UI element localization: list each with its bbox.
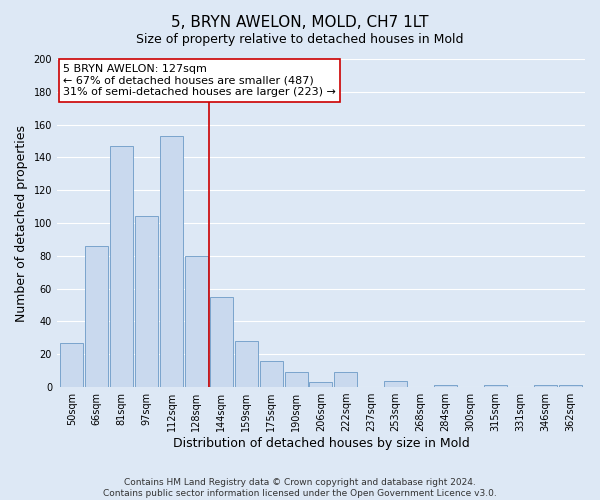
Bar [384, 380, 407, 387]
Bar [235, 341, 257, 387]
Bar [559, 386, 581, 387]
Bar [484, 386, 507, 387]
Text: Contains HM Land Registry data © Crown copyright and database right 2024.
Contai: Contains HM Land Registry data © Crown c… [103, 478, 497, 498]
Bar [210, 297, 233, 387]
Bar [334, 372, 358, 387]
Bar [160, 136, 183, 387]
Bar [310, 382, 332, 387]
Bar [260, 361, 283, 387]
Text: 5, BRYN AWELON, MOLD, CH7 1LT: 5, BRYN AWELON, MOLD, CH7 1LT [171, 15, 429, 30]
Bar [110, 146, 133, 387]
Bar [61, 343, 83, 387]
Bar [185, 256, 208, 387]
Y-axis label: Number of detached properties: Number of detached properties [15, 124, 28, 322]
Text: 5 BRYN AWELON: 127sqm
← 67% of detached houses are smaller (487)
31% of semi-det: 5 BRYN AWELON: 127sqm ← 67% of detached … [63, 64, 336, 97]
X-axis label: Distribution of detached houses by size in Mold: Distribution of detached houses by size … [173, 437, 469, 450]
Bar [135, 216, 158, 387]
Bar [284, 372, 308, 387]
Bar [434, 386, 457, 387]
Bar [85, 246, 108, 387]
Bar [533, 386, 557, 387]
Text: Size of property relative to detached houses in Mold: Size of property relative to detached ho… [136, 32, 464, 46]
